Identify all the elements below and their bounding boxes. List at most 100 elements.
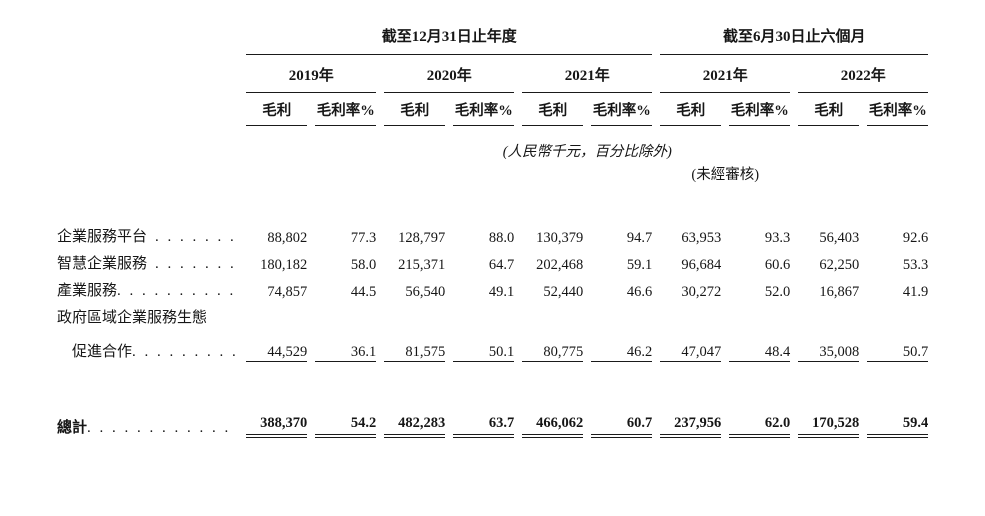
total-value-cell: 63.7 — [453, 402, 515, 438]
row-label-text: 智慧企業服務 — [57, 256, 148, 273]
spacer-cell — [57, 55, 238, 93]
table-row-smart-enterprise-services: 智慧企業服務 . . . . . . . 180,182 58.0 215,371… — [57, 247, 928, 274]
measure-header-row: 毛利 毛利率% 毛利 毛利率% 毛利 毛利率% 毛利 毛利率% 毛利 毛利率% — [57, 93, 929, 126]
value-cell: 96,684 — [681, 256, 722, 273]
value-cell: 44.5 — [350, 283, 377, 300]
value-cell: 62,250 — [819, 256, 860, 273]
units-note-row: (人民幣千元，百分比除外) — [57, 126, 928, 161]
row-label-text: 產業服務 — [57, 283, 118, 300]
total-value-cell: 62.0 — [729, 402, 791, 438]
value-cell: 93.3 — [764, 229, 791, 246]
total-value-cell: 237,956 — [660, 402, 722, 438]
total-value-cell: 482,283 — [384, 402, 446, 438]
value-cell: 59.1 — [626, 256, 653, 273]
spacer-cell — [57, 362, 928, 402]
year-header-row: 2019年 2020年 2021年 2021年 2022年 — [57, 55, 929, 93]
value-cell: 180,182 — [260, 256, 308, 273]
year-header-2020: 2020年 — [384, 55, 515, 93]
value-cell: 64.7 — [488, 256, 515, 273]
year-header-2021-interim: 2021年 — [660, 55, 791, 93]
gross-margin-header: 毛利率% — [591, 93, 653, 126]
value-cell: 36.1 — [315, 328, 377, 362]
interim-period-header: 截至6月30日止六個月 — [660, 26, 929, 55]
value-cell: 49.1 — [488, 283, 515, 300]
value-cell: 215,371 — [398, 256, 446, 273]
value-cell: 44,529 — [246, 328, 308, 362]
value-cell: 56,540 — [405, 283, 446, 300]
value-cell: 88,802 — [267, 229, 308, 246]
value-cell: 53.3 — [902, 256, 929, 273]
gross-margin-header: 毛利率% — [315, 93, 377, 126]
value-cell: 52.0 — [764, 283, 791, 300]
spacer-cell — [57, 161, 238, 184]
value-cell: 35,008 — [798, 328, 860, 362]
spacer-cell — [57, 93, 238, 126]
unaudited-note: (未經審核) — [691, 166, 760, 183]
row-label-text: 政府區域企業服務生態 — [57, 310, 208, 327]
gross-profit-header: 毛利 — [384, 93, 446, 126]
gross-profit-header: 毛利 — [246, 93, 308, 126]
row-label: 產業服務. . . . . . . . . . — [57, 274, 238, 301]
table-row-promote-cooperation: 促進合作. . . . . . . . . 44,529 36.1 81,575… — [57, 328, 929, 362]
corner-spacer-cell — [57, 26, 238, 55]
total-value-cell: 466,062 — [522, 402, 584, 438]
row-label-text: 促進合作 — [72, 344, 133, 361]
value-cell: 46.2 — [591, 328, 653, 362]
value-cell: 92.6 — [902, 229, 929, 246]
value-cell: 202,468 — [536, 256, 584, 273]
value-cell: 74,857 — [267, 283, 308, 300]
dot-leaders: . . . . . . . . . . . . — [87, 420, 231, 437]
value-cell: 63,953 — [681, 229, 722, 246]
total-value-cell: 170,528 — [798, 402, 860, 438]
value-cell: 94.7 — [626, 229, 653, 246]
row-label: 智慧企業服務 . . . . . . . — [57, 247, 238, 274]
spacer-cell — [798, 161, 928, 184]
value-cell: 88.0 — [488, 229, 515, 246]
spacer-cell — [246, 161, 652, 184]
value-cell: 130,379 — [536, 229, 584, 246]
dot-leaders: . . . . . . . . . — [132, 344, 239, 361]
year-header-2019: 2019年 — [246, 55, 377, 93]
spacer-cell — [57, 126, 238, 161]
value-cell: 52,440 — [543, 283, 584, 300]
gross-margin-header: 毛利率% — [729, 93, 791, 126]
value-cell: 58.0 — [350, 256, 377, 273]
value-cell: 80,775 — [522, 328, 584, 362]
dot-leaders: . . . . . . . — [155, 229, 237, 246]
gross-margin-header: 毛利率% — [867, 93, 929, 126]
annual-period-header: 截至12月31日止年度 — [246, 26, 653, 55]
gross-profit-margin-table: 截至12月31日止年度 截至6月30日止六個月 2019年 2020年 2021… — [49, 26, 936, 438]
total-value-cell: 59.4 — [867, 402, 929, 438]
total-label-text: 總計 — [57, 420, 88, 437]
table-row-government-ecosystem-label: 政府區域企業服務生態 — [57, 301, 928, 328]
value-cell: 50.7 — [867, 328, 929, 362]
row-label-text: 企業服務平台 — [57, 229, 148, 246]
year-header-2021: 2021年 — [522, 55, 653, 93]
value-cell: 48.4 — [729, 328, 791, 362]
table-row-industry-services: 產業服務. . . . . . . . . . 74,857 44.5 56,5… — [57, 274, 928, 301]
value-cell: 81,575 — [384, 328, 446, 362]
gross-profit-header: 毛利 — [798, 93, 860, 126]
gross-margin-header: 毛利率% — [453, 93, 515, 126]
value-cell: 50.1 — [453, 328, 515, 362]
unaudited-note-row: (未經審核) — [57, 161, 928, 184]
value-cell: 30,272 — [681, 283, 722, 300]
total-row-label: 總計. . . . . . . . . . . . — [57, 402, 238, 438]
empty-values-cell — [246, 301, 928, 328]
spacer-row — [57, 362, 928, 402]
row-label: 政府區域企業服務生態 — [57, 301, 238, 328]
period-header-row: 截至12月31日止年度 截至6月30日止六個月 — [57, 26, 929, 55]
total-value-cell: 54.2 — [315, 402, 377, 438]
gross-profit-header: 毛利 — [660, 93, 722, 126]
row-label: 促進合作. . . . . . . . . — [57, 328, 238, 362]
value-cell: 56,403 — [819, 229, 860, 246]
table-row-enterprise-service-platform: 企業服務平台. . . . . . . 88,802 77.3 128,797 … — [57, 184, 928, 247]
value-cell: 41.9 — [902, 283, 929, 300]
gross-profit-header: 毛利 — [522, 93, 584, 126]
value-cell: 60.6 — [764, 256, 791, 273]
row-label: 企業服務平台 . . . . . . . — [57, 184, 238, 247]
table-row-total: 總計. . . . . . . . . . . . 388,370 54.2 4… — [57, 402, 929, 438]
total-value-cell: 60.7 — [591, 402, 653, 438]
value-cell: 16,867 — [819, 283, 860, 300]
document-page: 截至12月31日止年度 截至6月30日止六個月 2019年 2020年 2021… — [0, 26, 985, 516]
